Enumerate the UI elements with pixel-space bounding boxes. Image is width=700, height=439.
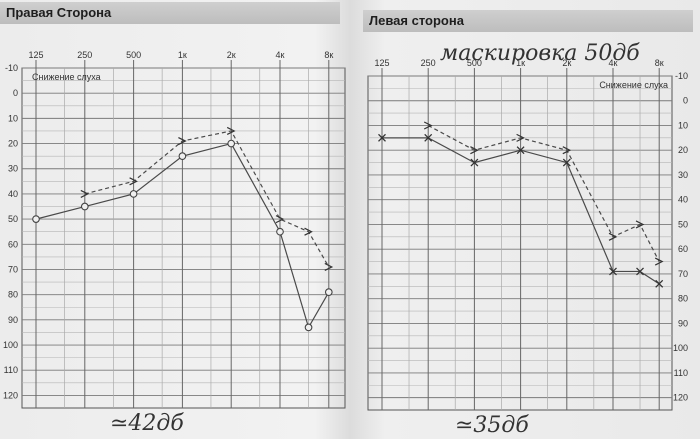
y-tick-label: 0 [13,88,18,98]
series-line-0 [382,137,660,285]
data-point-angle [516,133,525,142]
plot-frame [21,67,346,409]
data-point-angle [470,146,479,155]
y-tick-label: 40 [8,189,18,199]
data-point-angle [562,146,572,155]
x-tick-label: 500 [126,50,141,60]
x-tick-label: 8к [655,58,664,68]
x-tick-label: 1к [178,50,187,60]
y-tick-label: 0 [683,96,688,106]
right-side-title: Правая Сторона [6,5,112,20]
y-tick-label: 20 [678,145,688,155]
y-tick-label: -10 [5,63,18,73]
y-tick-label: 80 [678,294,688,304]
data-point-circle [227,139,236,148]
right-side-header: Правая Сторона [0,2,340,24]
data-point-angle [654,257,664,266]
data-point-angle [275,215,285,224]
data-point-x [470,158,479,167]
y-tick-label: 40 [678,195,688,205]
data-point-circle [304,323,313,332]
x-tick-label: 4к [609,58,618,68]
y-tick-label: 120 [3,390,18,400]
y-tick-label: 10 [8,113,18,123]
y-tick-label: 90 [8,315,18,325]
x-tick-label: 8к [324,50,333,60]
data-point-angle [304,227,313,236]
y-tick-label: 100 [3,340,18,350]
y-tick-label: 100 [673,343,688,353]
data-point-angle [423,121,433,130]
data-point-circle [324,288,333,296]
y-axis-label: Снижение слуха [32,72,101,82]
x-tick-label: 1к [516,58,525,68]
series-line-1 [84,130,330,268]
x-tick-label: 250 [421,58,436,68]
data-point-x [378,133,386,142]
data-point-x [516,146,525,155]
data-point-circle [129,190,138,198]
data-point-angle [324,262,334,271]
data-point-angle [80,189,90,198]
data-point-x [609,267,617,276]
y-tick-label: 30 [678,170,688,180]
handwritten-masking-note: маскировка 50дб [440,41,640,66]
data-point-circle [276,227,284,236]
series-line-1 [427,124,660,262]
y-tick-label: 70 [8,264,18,274]
x-tick-label: 2к [562,58,571,68]
data-point-x [636,267,644,276]
handwritten-note: ≃35дб [455,413,529,438]
data-point-angle [608,232,618,241]
y-tick-label: 60 [8,239,18,249]
left-side-title: Левая сторона [369,13,464,28]
y-tick-label: 70 [678,269,688,279]
y-tick-label: -10 [675,71,688,81]
x-tick-label: 125 [28,50,43,60]
data-point-angle [635,220,645,229]
y-tick-label: 80 [8,290,18,300]
y-axis-label: Снижение слуха [599,80,668,90]
handwritten-note: ≃42дб [110,411,184,436]
y-tick-label: 120 [673,393,688,403]
data-point-angle [129,177,138,186]
x-tick-label: 4к [276,50,285,60]
audiogram-1: -10 0 10 20 30 40 50 60 70 80 90 100 110 120 125 250 500… [367,41,688,438]
y-tick-label: 20 [8,139,18,149]
x-tick-label: 500 [467,58,482,68]
y-tick-label: 90 [678,318,688,328]
x-tick-label: 125 [374,58,389,68]
left-side-header: Левая сторона [363,10,693,32]
data-point-angle [226,126,236,135]
x-tick-label: 2к [227,50,236,60]
data-point-x [424,133,433,142]
data-point-angle [178,137,187,146]
y-tick-label: 110 [674,368,688,378]
series-line-0 [35,142,330,329]
audiogram-0: -10 0 10 20 30 40 50 60 70 80 90 100 110 120 125 250 500… [3,50,346,436]
x-tick-label: 250 [77,50,92,60]
data-point-circle [32,215,40,223]
y-tick-label: 50 [8,214,18,224]
data-point-x [562,158,571,167]
y-tick-label: 60 [678,244,688,254]
data-point-circle [178,152,187,160]
y-tick-label: 30 [8,164,18,174]
y-tick-label: 110 [4,365,18,375]
plot-frame [367,75,673,411]
data-point-circle [80,202,89,211]
data-point-x [655,279,664,288]
y-tick-label: 10 [678,120,688,130]
y-tick-label: 50 [678,219,688,229]
